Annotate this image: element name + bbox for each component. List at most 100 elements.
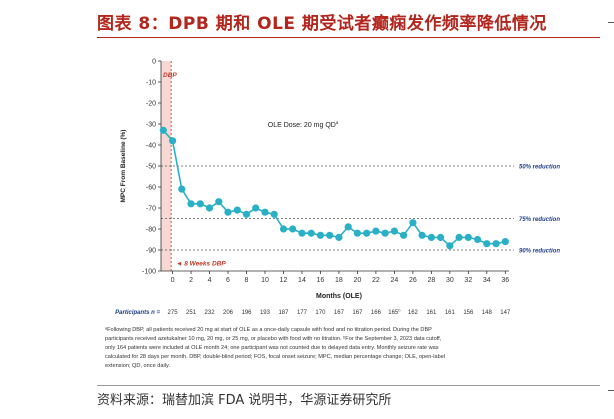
data-point <box>483 240 491 248</box>
x-tick-label: 28 <box>427 277 435 284</box>
participants-count: 148 <box>482 310 493 316</box>
data-point <box>326 231 334 239</box>
x-tick-label: 18 <box>335 277 343 284</box>
weeks-dbp-label: ◄ 8 Weeks DBP <box>176 261 226 268</box>
participants-count: 187 <box>278 310 289 316</box>
data-point <box>187 200 195 208</box>
reference-label: 90% reduction <box>519 249 560 255</box>
data-point <box>501 238 509 246</box>
participants-count: 167 <box>334 310 345 316</box>
y-tick-label: -60 <box>146 185 156 192</box>
participants-count: 275 <box>168 310 179 316</box>
x-tick-label: 34 <box>483 277 491 284</box>
y-tick-label: -30 <box>146 122 156 129</box>
data-point <box>492 240 500 248</box>
data-point <box>242 210 251 218</box>
data-point <box>381 229 389 237</box>
x-axis-title: Months (OLE) <box>316 293 362 300</box>
participants-label: Participants n = <box>115 310 160 316</box>
figure-title: 图表 8：DPB 期和 OLE 期受试者癫痫发作频率降低情况 <box>97 14 547 34</box>
data-point <box>344 223 352 231</box>
x-tick-label: 0 <box>171 277 175 284</box>
x-tick-label: 26 <box>409 277 417 284</box>
participants-count: 161 <box>445 310 456 316</box>
participants-count: 147 <box>500 310 511 316</box>
data-point <box>400 231 408 239</box>
footnote-line: extension; QD, once daily. <box>105 363 170 369</box>
title-bar: 图表 8：DPB 期和 OLE 期受试者癫痫发作频率降低情况 <box>0 0 600 40</box>
data-point <box>464 233 472 241</box>
reference-label: 75% reduction <box>519 217 560 223</box>
participants-count: 196 <box>241 310 252 316</box>
x-tick-label: 30 <box>446 277 454 284</box>
y-tick-label: -90 <box>146 248 156 255</box>
data-point <box>316 231 324 239</box>
participants-count: 166 <box>371 310 382 316</box>
y-tick-label: -20 <box>146 101 156 108</box>
data-point <box>446 242 454 250</box>
x-tick-label: 12 <box>280 277 288 284</box>
data-point <box>289 225 297 233</box>
y-tick-label: -40 <box>146 143 156 150</box>
participants-count: 232 <box>205 310 216 316</box>
x-tick-label: 24 <box>390 277 398 284</box>
edge-tick <box>608 22 614 23</box>
reference-label: 50% reduction <box>519 165 560 171</box>
data-point <box>178 185 186 193</box>
data-point <box>363 229 371 237</box>
edge-tick <box>608 390 614 391</box>
data-point <box>279 225 288 233</box>
y-tick-label: -80 <box>146 227 156 234</box>
x-tick-label: 8 <box>245 277 249 284</box>
y-tick-label: -50 <box>146 164 156 171</box>
x-tick-label: 2 <box>189 277 193 284</box>
data-point <box>353 229 361 237</box>
y-tick-label: 0 <box>152 59 156 66</box>
y-axis-title: MPC From Baseline (%) <box>120 130 127 203</box>
source-note: 资料来源：瑞替加滨 FDA 说明书，华源证券研究所 <box>97 393 392 408</box>
data-point <box>474 235 482 244</box>
data-point <box>298 229 306 237</box>
footnote-line: participants received azetukalner 10 mg,… <box>105 335 442 342</box>
x-tick-label: 6 <box>226 277 230 284</box>
y-tick-label: -100 <box>142 269 156 276</box>
x-tick-label: 4 <box>208 277 212 284</box>
data-point <box>437 233 445 241</box>
participants-count: 177 <box>297 310 308 316</box>
footnote-line: only 164 patients were included at OLE m… <box>105 345 439 351</box>
participants-superscript: b <box>398 308 401 313</box>
participants-count: 170 <box>315 310 326 316</box>
data-point <box>372 227 380 235</box>
data-point <box>205 204 214 212</box>
participants-count: 206 <box>223 310 234 316</box>
data-point <box>390 227 398 235</box>
x-tick-label: 16 <box>317 277 325 284</box>
participants-count: 156 <box>463 310 474 316</box>
data-point <box>252 204 260 212</box>
x-tick-label: 14 <box>298 277 306 284</box>
ole-dose-superscript: a <box>336 120 339 125</box>
x-tick-label: 32 <box>464 277 472 284</box>
page-edge-decoration <box>603 0 614 419</box>
chart-figure: 50% reduction 75% reduction 90% reduction … <box>97 45 600 375</box>
x-tick-label: 36 <box>501 277 509 284</box>
x-tick-label: 20 <box>354 277 362 284</box>
footnote-line: ᵃFollowing DBP, all patients received 20… <box>105 327 432 333</box>
data-point <box>270 210 278 218</box>
data-point <box>335 233 343 241</box>
data-point <box>233 206 241 214</box>
data-point <box>224 208 232 216</box>
footnote-line: calculated for 28 days per month. DBP, d… <box>105 354 445 360</box>
footer-divider <box>97 385 600 386</box>
data-point <box>409 219 417 227</box>
participants-count: 162 <box>408 310 419 316</box>
participants-count: 165b <box>388 308 401 317</box>
data-point <box>455 233 463 241</box>
dbp-label: DBP <box>163 72 177 79</box>
series-line <box>162 129 506 247</box>
participants-count: 167 <box>352 310 363 316</box>
y-tick-label: -70 <box>146 206 156 213</box>
data-point <box>169 137 177 145</box>
participants-count: 193 <box>260 310 271 316</box>
